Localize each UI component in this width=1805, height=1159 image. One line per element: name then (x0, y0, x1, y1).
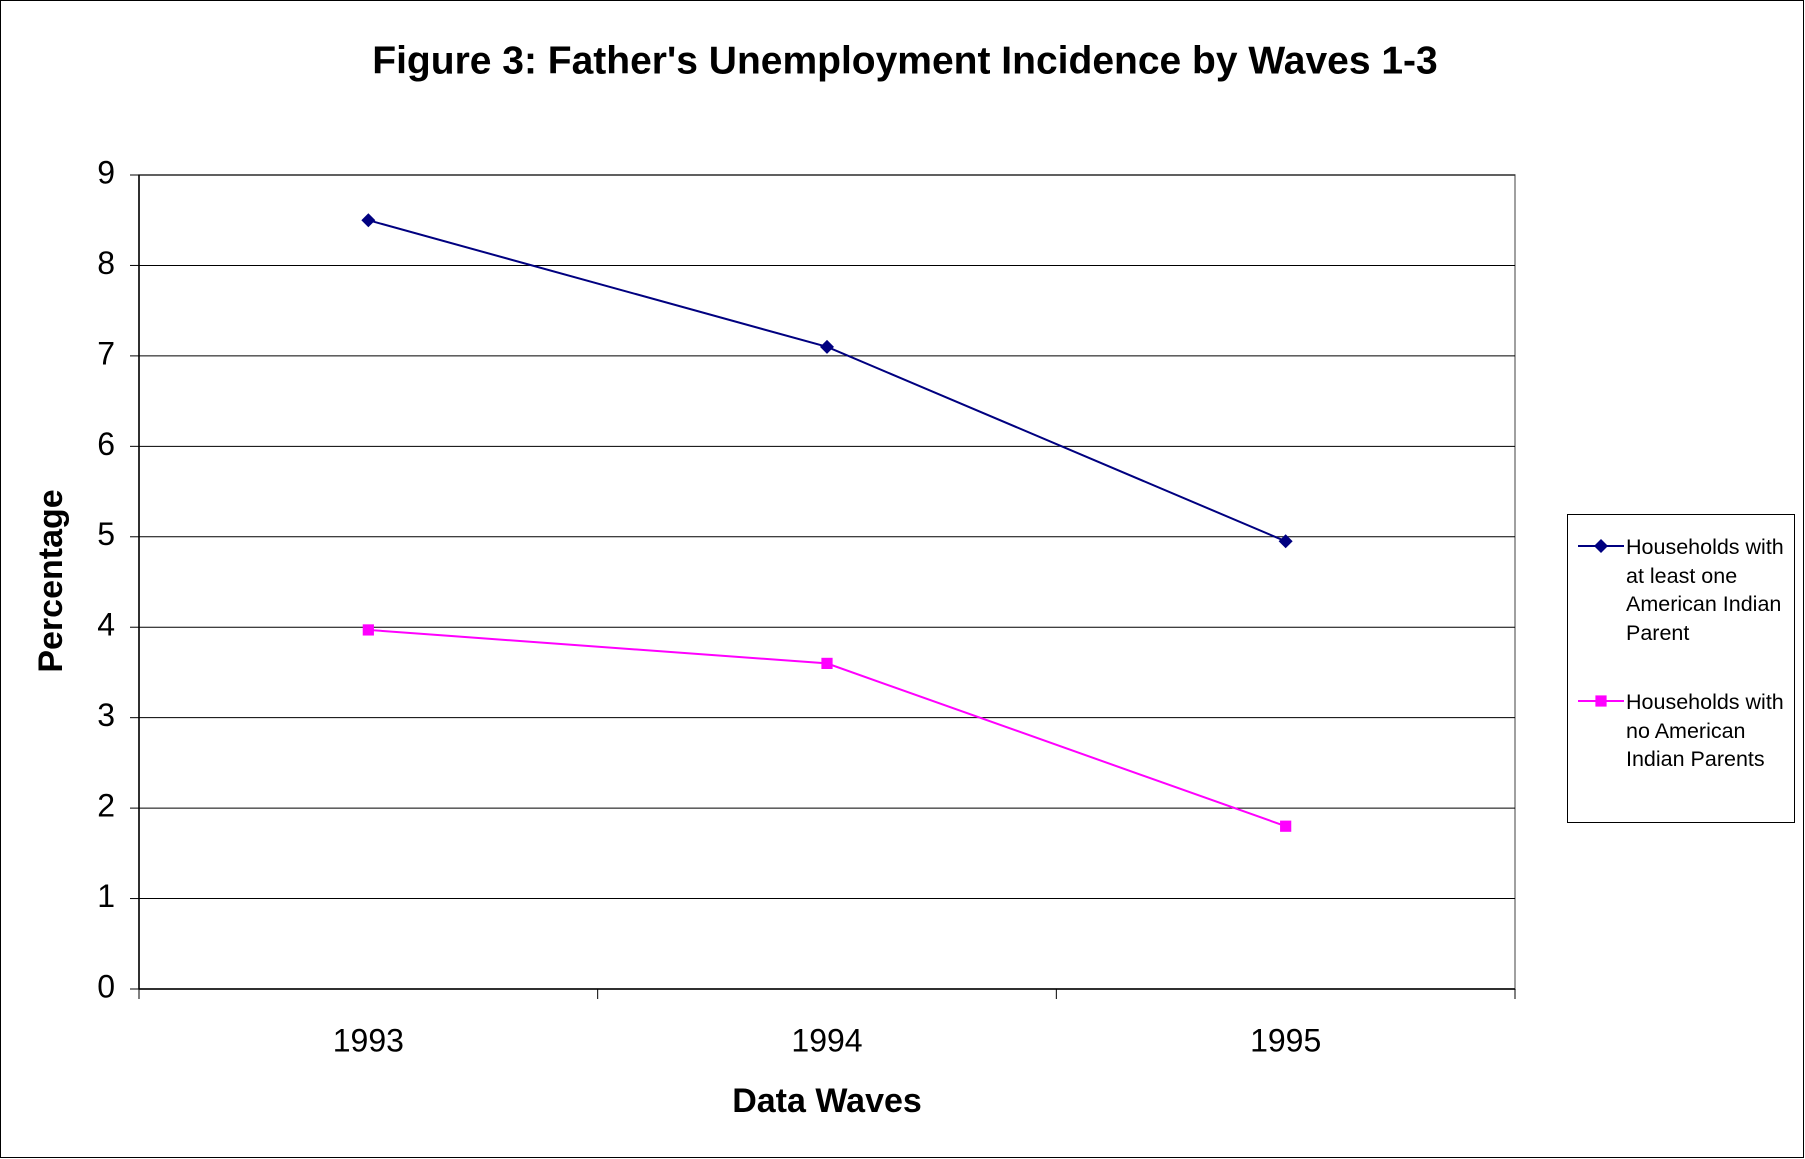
x-tick-label: 1995 (1250, 1022, 1321, 1058)
marker (1278, 534, 1293, 549)
marker (820, 339, 834, 354)
x-axis-title: Data Waves (732, 1082, 922, 1120)
y-axis-title: Percentage (32, 489, 70, 672)
legend-item: Households with at least one American In… (1578, 533, 1791, 647)
legend-label: Households with at least one American In… (1626, 535, 1784, 645)
y-tick-label: 8 (97, 245, 115, 281)
y-tick-label: 9 (97, 154, 115, 190)
y-tick-label: 6 (97, 426, 115, 462)
marker (361, 213, 376, 228)
y-tick-label: 2 (97, 788, 115, 824)
y-tick-label: 1 (97, 878, 115, 914)
y-tick-label: 7 (97, 335, 115, 371)
legend-swatch (1578, 539, 1624, 553)
marker (1594, 539, 1608, 553)
plot-area (138, 174, 1516, 990)
legend-label: Households with no American Indian Paren… (1626, 690, 1784, 771)
legend-item: Households with no American Indian Paren… (1578, 688, 1791, 774)
marker (1595, 695, 1607, 707)
x-tick-label: 1994 (791, 1022, 862, 1058)
y-tick-label: 4 (97, 607, 115, 643)
legend-swatch (1578, 695, 1624, 707)
marker (362, 624, 374, 636)
x-tick-label: 1993 (333, 1022, 404, 1058)
marker (821, 657, 833, 669)
chart-title: Figure 3: Father's Unemployment Incidenc… (372, 39, 1437, 82)
y-tick-label: 5 (97, 516, 115, 552)
y-tick-label: 0 (97, 968, 115, 1004)
legend: Households with at least one American In… (1567, 514, 1795, 823)
marker (1280, 820, 1292, 832)
y-tick-label: 3 (97, 697, 115, 733)
